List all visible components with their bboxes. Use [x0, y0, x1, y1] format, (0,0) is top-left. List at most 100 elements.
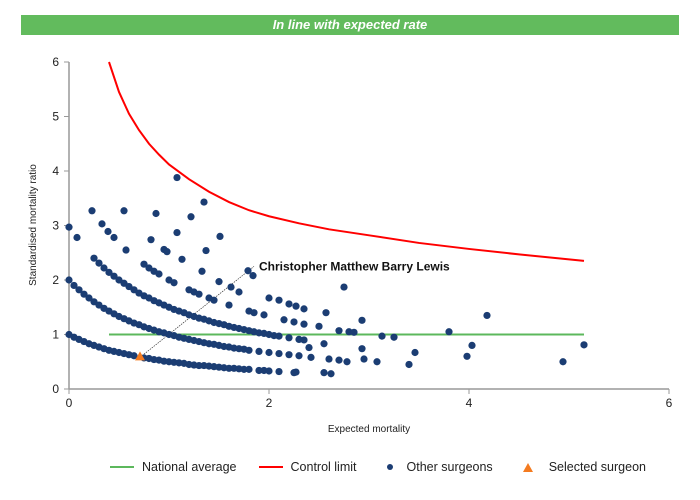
y-tick-label: 1	[52, 328, 59, 342]
other-surgeon-point	[580, 341, 588, 349]
other-surgeon-point	[140, 260, 148, 268]
other-surgeon-point	[373, 358, 381, 366]
annotation-leader-line	[139, 266, 255, 358]
other-surgeon-point	[170, 279, 178, 287]
selected-surgeon-annotation: Christopher Matthew Barry Lewis	[259, 259, 450, 273]
other-surgeon-point	[290, 369, 298, 377]
other-surgeon-point	[73, 233, 81, 242]
other-surgeon-point	[260, 311, 268, 319]
other-surgeon-point	[265, 367, 273, 375]
other-surgeon-point	[202, 246, 210, 255]
other-surgeon-point	[75, 286, 83, 294]
other-surgeon-point	[152, 209, 160, 218]
other-surgeon-point	[325, 355, 333, 363]
legend-label: Other surgeons	[406, 460, 493, 474]
other-surgeon-point	[411, 348, 419, 357]
legend: National average Control limit Other sur…	[110, 460, 668, 474]
other-surgeon-point	[195, 290, 203, 298]
other-surgeon-point	[322, 309, 330, 317]
other-surgeon-point	[163, 248, 171, 256]
other-surgeon-point	[292, 302, 300, 310]
other-surgeon-point	[104, 227, 112, 236]
other-surgeon-point	[110, 233, 118, 242]
y-tick-label: 2	[52, 273, 59, 287]
other-surgeon-point	[245, 346, 253, 354]
other-surgeon-point	[390, 333, 398, 341]
other-surgeon-point	[358, 345, 366, 353]
x-tick-label: 6	[666, 396, 673, 410]
y-tick-label: 0	[52, 382, 59, 396]
other-surgeon-point	[285, 300, 293, 308]
other-surgeon-point	[95, 259, 103, 267]
other-surgeon-point	[255, 366, 263, 375]
other-surgeon-point	[343, 358, 351, 366]
status-banner: In line with expected rate	[21, 15, 679, 35]
y-tick-label: 6	[52, 55, 59, 69]
other-surgeon-point	[290, 318, 298, 326]
triangle-icon	[522, 462, 533, 472]
other-surgeon-point	[265, 348, 273, 357]
other-surgeon-point	[295, 352, 303, 360]
other-surgeon-point	[130, 352, 138, 360]
other-surgeon-point	[227, 283, 235, 291]
other-surgeon-point	[255, 347, 263, 355]
legend-national-average[interactable]: National average	[110, 460, 237, 474]
other-surgeon-point	[275, 367, 283, 376]
other-surgeon-point	[198, 267, 206, 275]
x-tick-label: 0	[66, 396, 73, 410]
legend-label: National average	[142, 460, 237, 474]
selected-surgeon-point	[135, 351, 145, 361]
y-tick-label: 3	[52, 219, 59, 233]
other-surgeon-point	[100, 264, 108, 272]
other-surgeon-point	[90, 254, 98, 262]
other-surgeon-point	[315, 322, 323, 330]
other-surgeon-point	[280, 316, 288, 324]
other-surgeon-point	[305, 343, 313, 352]
line-swatch-icon	[258, 466, 283, 468]
other-surgeon-point	[98, 220, 106, 228]
legend-label: Selected surgeon	[548, 460, 646, 474]
other-surgeon-point	[173, 228, 181, 237]
other-surgeon-point	[559, 358, 567, 366]
other-surgeon-point	[307, 353, 315, 361]
other-surgeon-point	[285, 351, 293, 359]
other-surgeon-point	[105, 268, 113, 276]
other-surgeon-point	[187, 213, 195, 221]
legend-label: Control limit	[290, 460, 357, 474]
other-surgeon-point	[216, 232, 224, 240]
other-surgeon-point	[70, 281, 78, 290]
other-surgeon-point	[215, 278, 223, 286]
other-surgeon-point	[275, 332, 283, 340]
other-surgeon-point	[340, 283, 348, 291]
other-surgeon-point	[65, 276, 73, 284]
other-surgeon-point	[120, 207, 128, 215]
legend-selected-surgeon[interactable]: Selected surgeon	[515, 460, 646, 474]
other-surgeon-point	[320, 340, 328, 348]
other-surgeon-point	[360, 355, 368, 363]
other-surgeon-point	[173, 173, 181, 182]
other-surgeon-point	[155, 270, 163, 278]
x-tick-label: 4	[466, 396, 473, 410]
other-surgeon-point	[335, 356, 343, 364]
other-surgeon-point	[210, 296, 218, 304]
y-tick-label: 4	[52, 164, 59, 178]
other-surgeon-point	[147, 236, 155, 244]
funnel-plot: 0 2 4 6 0 1 2 3 4 5 6 Expected mortality Standardi…	[28, 55, 673, 435]
other-surgeon-point	[240, 365, 248, 373]
x-axis-label: Expected mortality	[328, 424, 410, 435]
other-surgeon-point	[300, 305, 308, 313]
line-swatch-icon	[110, 466, 134, 468]
other-surgeon-point	[80, 290, 88, 298]
legend-control-limit[interactable]: Control limit	[258, 460, 357, 474]
other-surgeon-point	[275, 296, 283, 304]
other-surgeon-point	[463, 352, 471, 360]
y-axis-label: Standardised mortality ratio	[28, 164, 39, 286]
other-surgeon-point	[250, 309, 258, 317]
other-surgeon-point	[275, 349, 283, 358]
other-surgeon-point	[335, 327, 343, 335]
other-surgeon-point	[178, 255, 186, 263]
other-surgeon-point	[445, 328, 453, 336]
other-surgeon-point	[285, 334, 293, 342]
legend-other-surgeons[interactable]: Other surgeons	[379, 460, 493, 474]
x-tick-label: 2	[266, 396, 273, 410]
